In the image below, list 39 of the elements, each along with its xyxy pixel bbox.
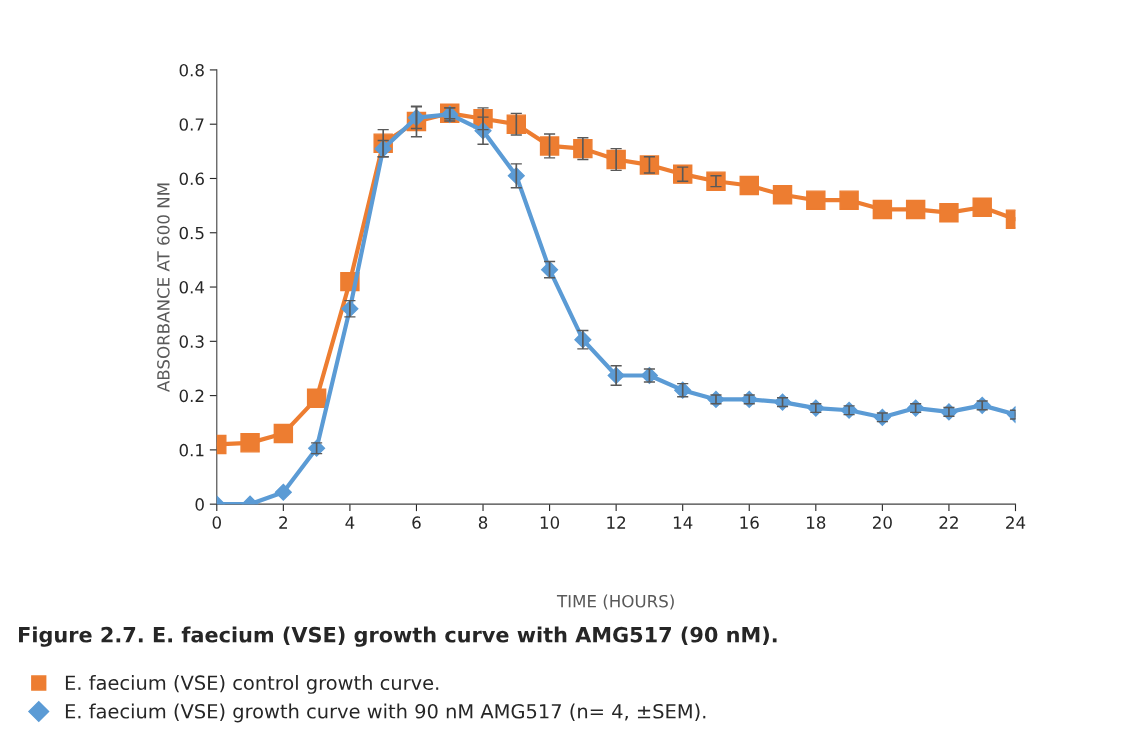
y-tick-label: 0.7 <box>179 118 204 131</box>
y-tick-label: 0.2 <box>179 389 204 403</box>
point <box>306 388 327 409</box>
x-tick-label: 4 <box>345 516 355 529</box>
point <box>806 190 826 210</box>
point <box>240 433 260 453</box>
y-tick-label: 0.6 <box>179 172 204 186</box>
y-tick-label: 0.8 <box>179 63 204 77</box>
x-tick-label: 12 <box>607 516 626 529</box>
point <box>739 175 759 196</box>
y-tick-label: 0.4 <box>179 281 205 294</box>
point <box>274 483 292 501</box>
x-tick-label: 10 <box>540 516 560 529</box>
x-tick-label: 20 <box>872 516 892 529</box>
x-tick-label: 14 <box>673 516 693 529</box>
point <box>273 423 294 444</box>
y-tick-label: 0 <box>195 498 204 511</box>
x-tick-label: 22 <box>939 516 958 529</box>
legend-label: E. faecium (VSE) growth curve with 90 nM AMG517 (n= 4, ±SEM). <box>65 703 706 723</box>
point <box>772 185 793 205</box>
y-tick-label: 0.3 <box>179 335 204 348</box>
point <box>905 199 926 220</box>
x-tick-label: 8 <box>478 516 488 529</box>
x-axis-title: TIME (HOURS) <box>556 594 674 610</box>
x-tick-label: 16 <box>740 516 759 529</box>
x-tick-label: 24 <box>1006 516 1026 529</box>
text: Figure 2.7. E. faecium (VSE) growth curve with AMG517 (90 nM). <box>19 626 777 647</box>
point <box>939 202 959 223</box>
point <box>972 197 992 217</box>
y-axis-title: ABSORBANCE AT 600 NM <box>157 183 170 392</box>
x-tick-label: 0 <box>212 516 221 529</box>
legend-label: E. faecium (VSE) control growth curve. <box>65 675 439 694</box>
y-tick-label: 0.5 <box>179 226 204 240</box>
x-tick-label: 18 <box>807 516 826 529</box>
x-tick-label: 6 <box>412 516 421 529</box>
point <box>872 199 893 220</box>
x-tick-label: 2 <box>279 516 287 529</box>
y-tick-label: 0.1 <box>179 443 204 457</box>
point <box>839 190 859 210</box>
